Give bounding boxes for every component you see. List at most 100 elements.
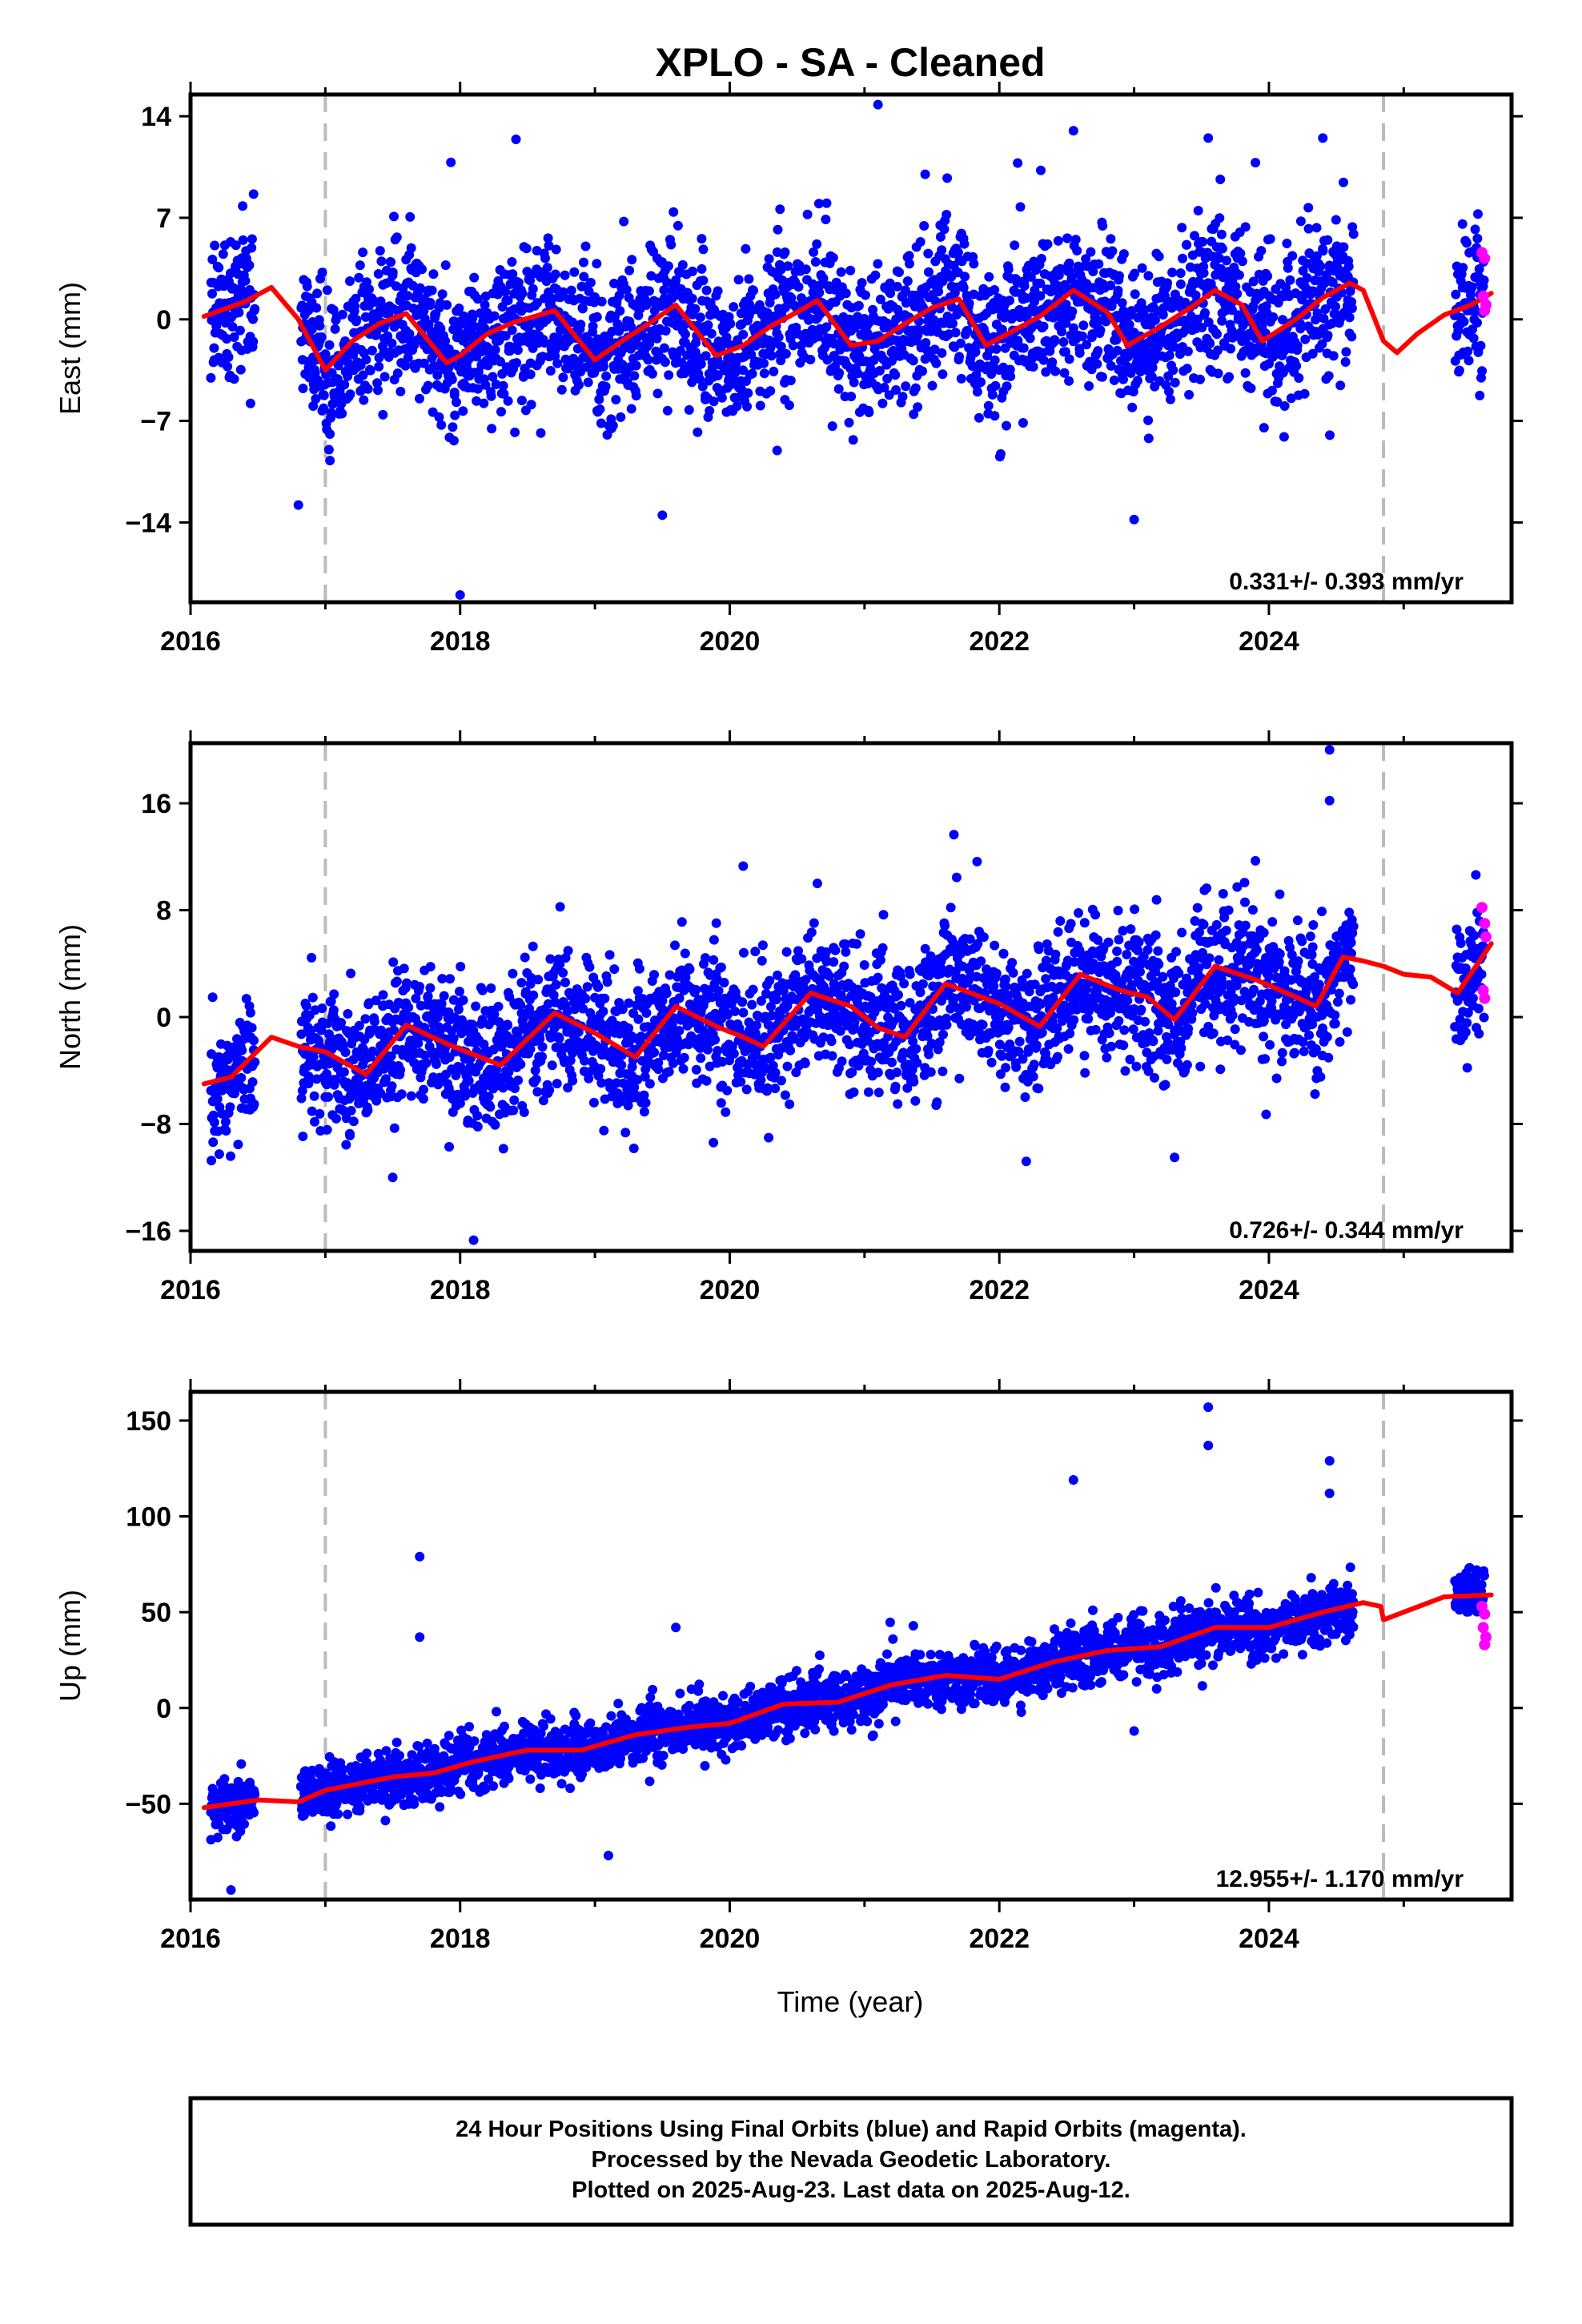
data-point (921, 338, 931, 348)
data-point (503, 296, 513, 306)
data-point (664, 370, 674, 380)
data-point (537, 1051, 547, 1062)
data-point (722, 1085, 733, 1096)
data-point (1272, 396, 1283, 407)
data-point (738, 365, 748, 376)
data-point (1216, 229, 1227, 239)
data-point (1034, 1084, 1044, 1094)
data-point (696, 359, 706, 369)
data-point (660, 357, 670, 368)
data-point (764, 254, 774, 264)
data-point (762, 308, 773, 318)
data-point (354, 272, 364, 283)
data-point (555, 902, 565, 912)
data-point (759, 368, 769, 379)
data-point (769, 366, 779, 376)
x-tick-label: 2018 (430, 626, 491, 657)
data-point (1092, 359, 1102, 369)
data-point (378, 409, 388, 420)
data-point (345, 276, 355, 286)
data-point (583, 377, 593, 388)
data-point (234, 308, 244, 318)
data-point (354, 1020, 364, 1031)
data-point (322, 285, 332, 296)
data-point (413, 1038, 424, 1048)
data-point (1118, 1040, 1129, 1051)
data-point (696, 1053, 706, 1063)
data-point (809, 918, 819, 928)
data-point (644, 1079, 655, 1089)
data-point (983, 400, 994, 411)
data-point (765, 975, 775, 986)
data-point (752, 1020, 761, 1031)
data-point (974, 359, 985, 369)
data-point (542, 263, 552, 273)
data-point (962, 1002, 972, 1012)
data-point (554, 1033, 564, 1043)
data-point (325, 429, 335, 439)
data-point (361, 355, 371, 365)
data-point (387, 267, 398, 278)
data-point (1213, 345, 1223, 356)
data-point (544, 1085, 555, 1096)
data-point (1477, 366, 1488, 376)
y-tick-label: 14 (141, 102, 171, 132)
data-point (657, 995, 668, 1006)
data-point (325, 456, 335, 466)
data-point (1468, 333, 1479, 344)
data-point (913, 402, 923, 412)
data-point (679, 1052, 689, 1063)
data-point (707, 992, 717, 1003)
data-point (1064, 354, 1074, 364)
data-point (297, 1085, 307, 1096)
data-point (784, 400, 794, 411)
data-point (738, 329, 749, 340)
data-point (596, 1078, 607, 1088)
data-point (535, 1034, 545, 1044)
data-point (1143, 433, 1154, 444)
data-point (1113, 906, 1123, 915)
data-point (460, 1091, 470, 1101)
outlier-point (293, 500, 303, 510)
data-point (584, 286, 594, 296)
data-point (624, 1023, 634, 1033)
data-point (1182, 364, 1192, 374)
data-point (207, 1156, 216, 1166)
data-point (212, 1094, 223, 1104)
data-point (652, 388, 663, 399)
data-point (917, 979, 928, 989)
data-point (1106, 280, 1116, 291)
data-point (713, 286, 723, 296)
data-point (800, 1058, 810, 1068)
data-point (619, 216, 629, 227)
data-point (786, 293, 797, 303)
data-point (632, 1075, 643, 1085)
data-point (990, 285, 1000, 295)
data-point (680, 948, 690, 959)
data-point (1175, 268, 1186, 279)
data-point (1291, 360, 1302, 371)
data-point (308, 401, 319, 411)
data-point (725, 319, 736, 329)
data-point (423, 380, 433, 391)
data-point (233, 1140, 243, 1150)
data-point (744, 1017, 754, 1027)
data-point (298, 1132, 308, 1141)
data-point (298, 384, 308, 393)
data-point (1318, 246, 1328, 256)
data-point (709, 396, 719, 407)
data-point (584, 1073, 594, 1084)
data-point (1050, 366, 1061, 376)
plot-area (201, 94, 1494, 602)
data-point (1064, 258, 1074, 268)
data-point (962, 325, 972, 336)
data-point (1061, 318, 1071, 328)
data-point (1323, 371, 1334, 381)
data-point (1057, 327, 1067, 337)
data-point (948, 318, 958, 328)
data-point (698, 244, 709, 255)
data-point (719, 978, 729, 987)
data-point (1002, 420, 1011, 431)
data-point (1331, 215, 1341, 225)
